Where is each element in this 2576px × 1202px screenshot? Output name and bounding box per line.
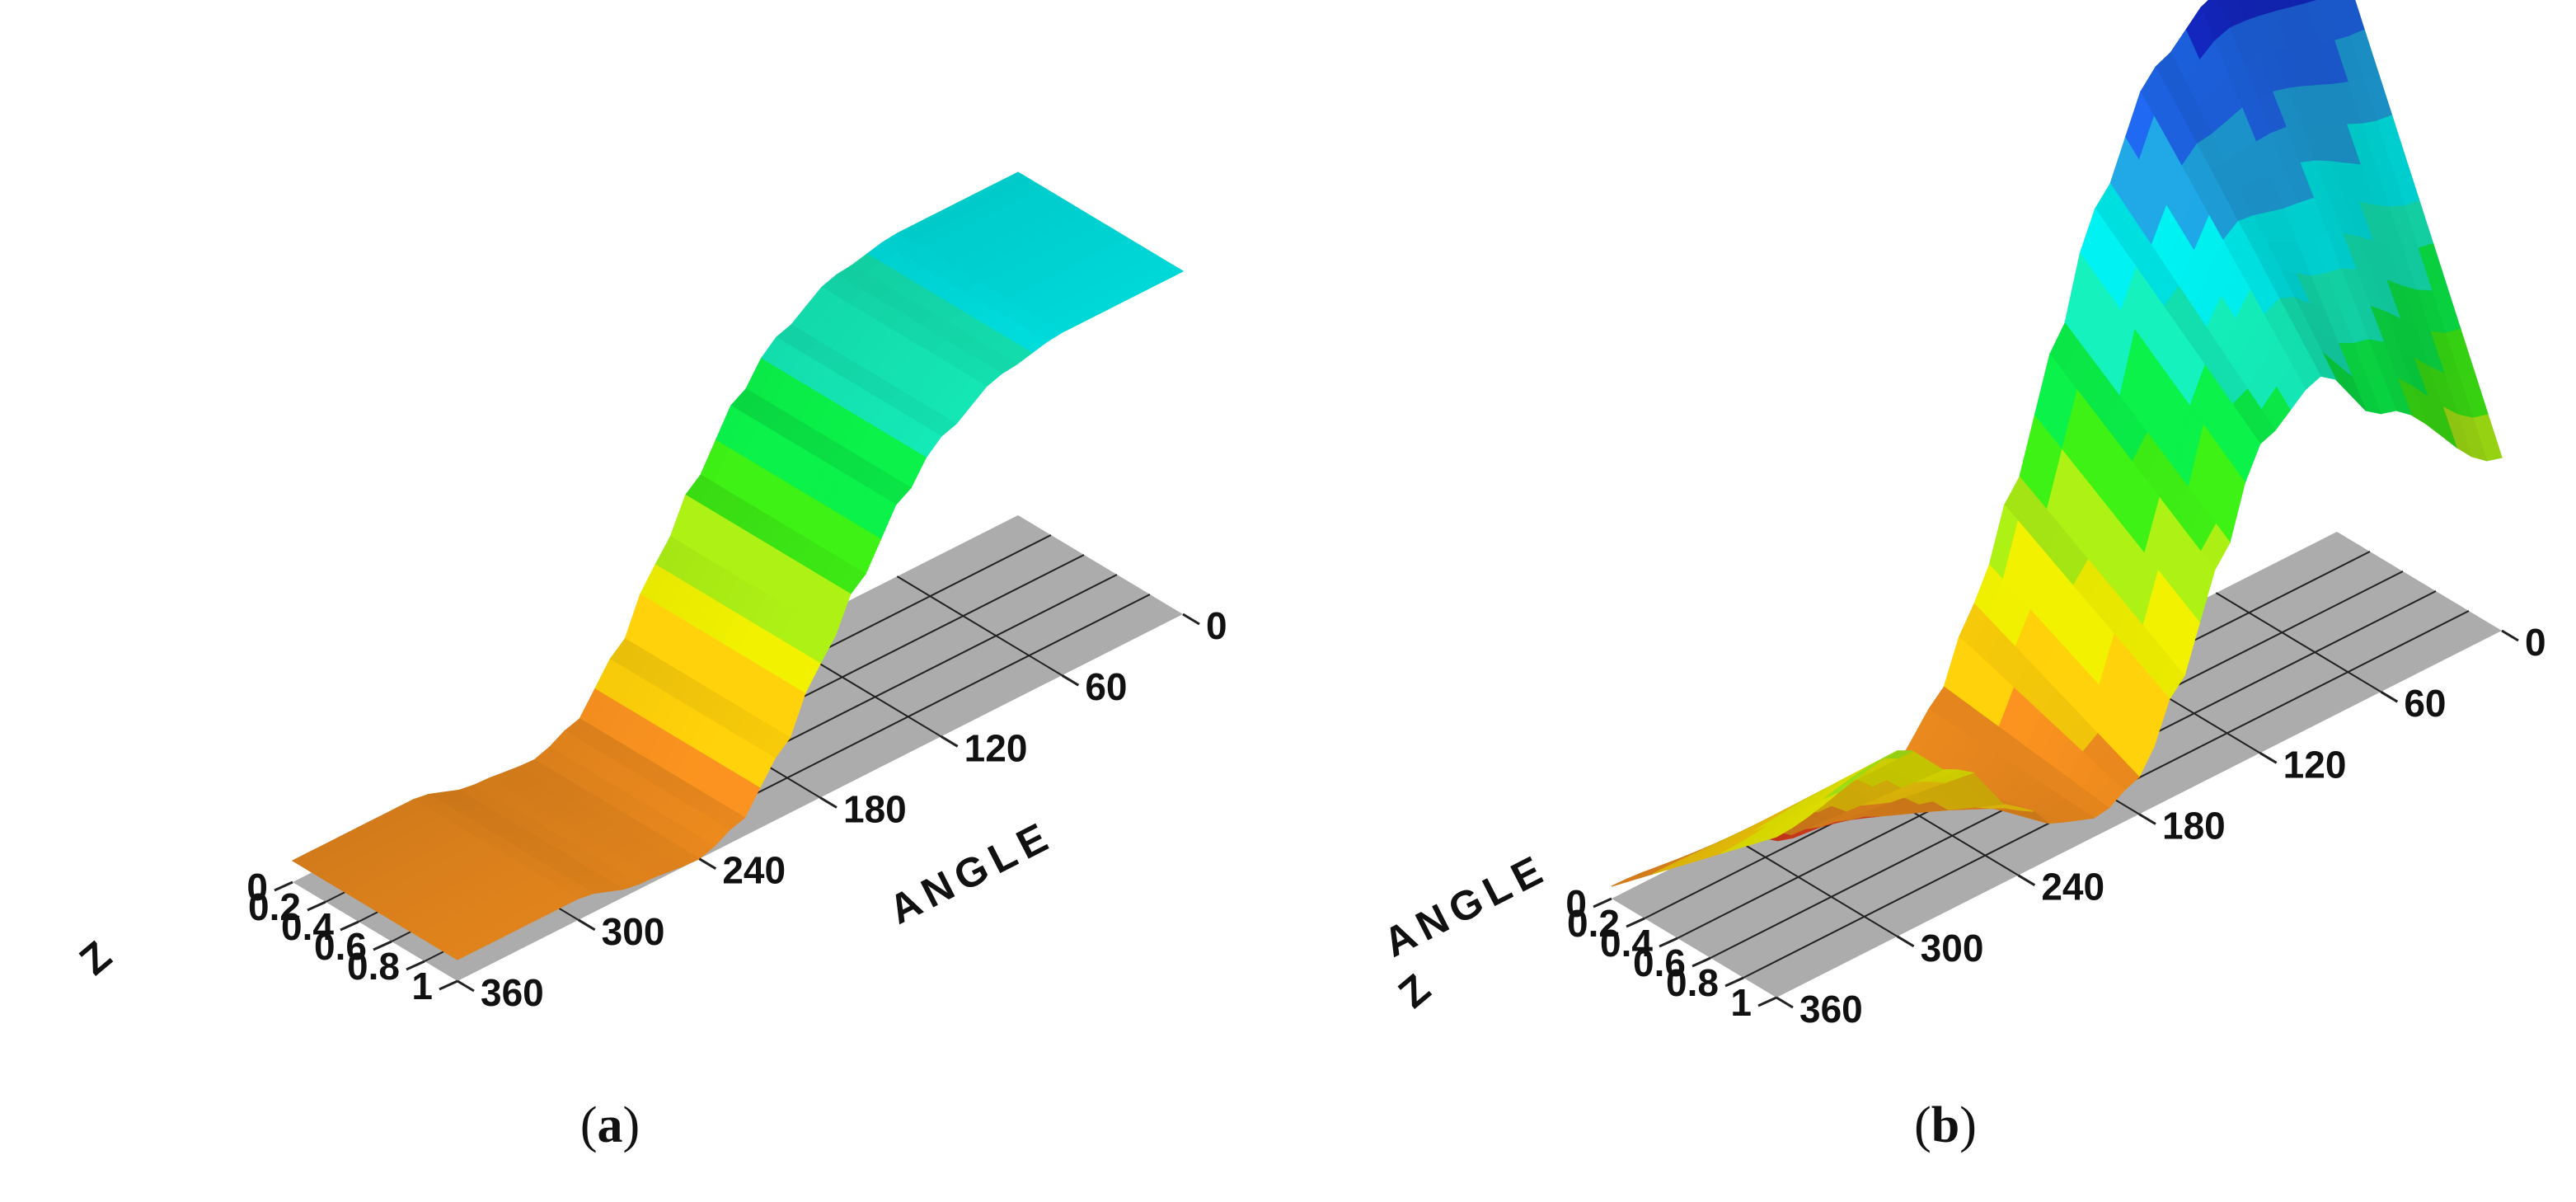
angle-tick-label: 120 bbox=[964, 726, 1028, 769]
angle-tick-mark bbox=[1776, 996, 1794, 1009]
caption-b-close: ) bbox=[1959, 1097, 1977, 1153]
angle-tick-mark bbox=[698, 857, 717, 870]
caption-b: (b) bbox=[1914, 1097, 1977, 1153]
caption-a-close: ) bbox=[623, 1097, 640, 1153]
caption-a-open: ( bbox=[580, 1097, 598, 1153]
angle-tick-label: 240 bbox=[722, 849, 786, 892]
angle-tick-mark bbox=[1061, 674, 1080, 687]
angle-axis-label-b: ANGLE bbox=[1377, 844, 1555, 966]
angle-axis-label-a: ANGLE bbox=[882, 811, 1061, 933]
z-tick-labels-a: 00.20.40.60.8 1 bbox=[246, 866, 458, 1007]
angle-tick-mark bbox=[2380, 690, 2399, 703]
angle-tick-label: 300 bbox=[1921, 927, 1984, 970]
z-tick-mark bbox=[373, 940, 392, 951]
angle-tick-mark bbox=[1182, 613, 1200, 626]
surface-a bbox=[291, 171, 1185, 960]
z-tick-mark bbox=[274, 880, 293, 892]
z-tick-mark bbox=[307, 900, 326, 912]
angle-tick-mark bbox=[1896, 935, 1915, 948]
angle-tick-mark bbox=[2259, 752, 2278, 764]
caption-b-letter: b bbox=[1931, 1097, 1959, 1153]
z-tick-label: 1 bbox=[1730, 981, 1752, 1024]
z-axis-label-b: Z bbox=[1390, 961, 1444, 1017]
z-tick-labels-b: 00.20.40.60.8 1 bbox=[1565, 882, 1777, 1024]
caption-b-open: ( bbox=[1914, 1097, 1931, 1153]
floor-grid-line bbox=[1732, 836, 1898, 937]
angle-tick-label: 0 bbox=[2525, 621, 2546, 664]
z-tick-label: 0.2 bbox=[248, 885, 301, 928]
z-tick-mark bbox=[1724, 976, 1744, 988]
caption-a: (a) bbox=[580, 1097, 640, 1153]
floor-grid-line bbox=[896, 575, 1063, 677]
angle-tick-labels-b: 0 60 120 180 240 300 360 bbox=[1776, 621, 2546, 1031]
angle-tick-label: 120 bbox=[2283, 743, 2347, 786]
z-tick-label: 0.4 bbox=[1600, 922, 1653, 965]
angle-tick-labels-a: 0 60 120 180 240 300 360 bbox=[457, 604, 1227, 1014]
surface-cell bbox=[443, 943, 474, 960]
angle-tick-label: 300 bbox=[602, 910, 665, 953]
z-tick-label: 0.6 bbox=[1633, 941, 1686, 984]
z-tick-mark bbox=[1626, 917, 1645, 928]
angle-tick-mark bbox=[457, 979, 475, 993]
z-axis-label-a: Z bbox=[71, 928, 125, 984]
angle-tick-label: 180 bbox=[2162, 805, 2226, 848]
angle-tick-label: 60 bbox=[1085, 665, 1127, 708]
z-tick-label: 1 bbox=[411, 965, 433, 1007]
z-tick-mark bbox=[340, 920, 359, 932]
z-tick-mark bbox=[1757, 996, 1777, 1007]
angle-tick-mark bbox=[577, 918, 596, 932]
z-tick-label: 0.8 bbox=[347, 945, 400, 988]
z-tick-mark bbox=[406, 960, 425, 971]
caption-a-letter: a bbox=[598, 1097, 623, 1153]
angle-tick-label: 180 bbox=[843, 788, 907, 831]
angle-tick-label: 360 bbox=[481, 971, 544, 1014]
floor-grid-line bbox=[2215, 592, 2381, 693]
z-tick-mark bbox=[1593, 897, 1612, 909]
angle-tick-label: 360 bbox=[1799, 988, 1863, 1031]
angle-tick-mark bbox=[2017, 874, 2036, 886]
z-tick-mark bbox=[439, 979, 458, 991]
z-tick-label: 0.4 bbox=[281, 905, 334, 948]
angle-tick-mark bbox=[2501, 629, 2519, 642]
z-tick-label: 0.8 bbox=[1666, 961, 1719, 1004]
angle-tick-label: 60 bbox=[2404, 682, 2446, 725]
surface-b bbox=[1611, 0, 2503, 887]
z-tick-mark bbox=[1692, 956, 1711, 968]
z-tick-label: 0 bbox=[1565, 882, 1587, 925]
z-tick-label: 0.2 bbox=[1567, 902, 1620, 945]
z-tick-mark bbox=[1659, 937, 1678, 948]
angle-tick-mark bbox=[819, 796, 838, 809]
angle-tick-label: 240 bbox=[2041, 866, 2104, 909]
angle-tick-label: 0 bbox=[1206, 604, 1227, 647]
z-tick-label: 0 bbox=[246, 866, 268, 909]
angle-tick-mark bbox=[940, 735, 959, 748]
surface-cell bbox=[1762, 827, 1792, 842]
angle-tick-mark bbox=[2138, 813, 2156, 825]
z-tick-label: 0.6 bbox=[314, 925, 367, 968]
